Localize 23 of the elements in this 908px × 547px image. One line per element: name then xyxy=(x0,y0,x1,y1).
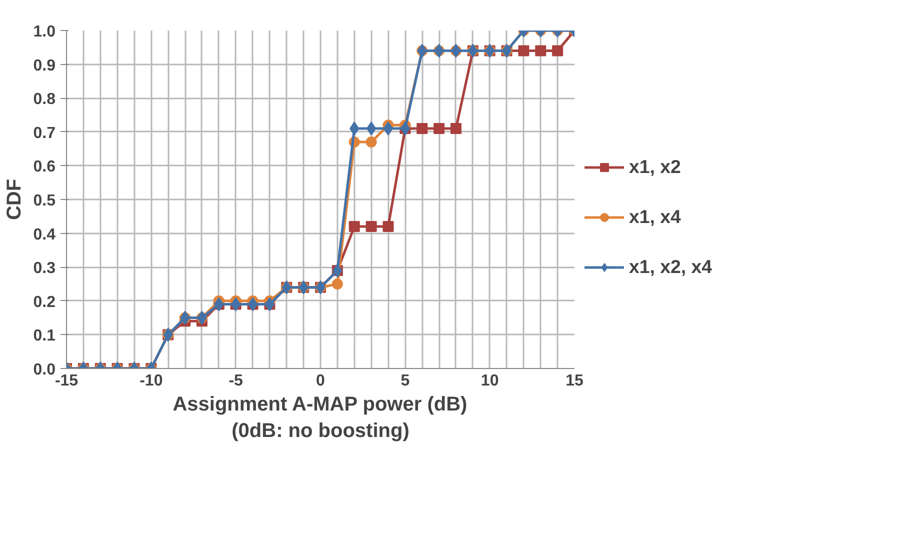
x-tick-label: -10 xyxy=(140,372,163,390)
x-tick-label: -15 xyxy=(54,372,78,390)
y-tick-label: 1.0 xyxy=(33,24,56,40)
y-tick-label: 0.2 xyxy=(33,294,56,311)
x-axis-title: Assignment A-MAP power (dB) (0dB: no boosting) xyxy=(172,394,468,442)
x-tick-label: 5 xyxy=(400,372,410,390)
y-tick-label: 0.6 xyxy=(33,158,56,176)
legend-label: x1, x2, x4 xyxy=(629,256,712,278)
y-tick-label: 0.4 xyxy=(33,226,56,244)
y-tick-label: 0.7 xyxy=(33,124,56,142)
y-tick-label: 0.9 xyxy=(33,57,56,74)
y-axis-title: CDF xyxy=(3,178,26,220)
x-tick-label: 0 xyxy=(316,372,326,390)
y-tick-label: 0.0 xyxy=(33,362,56,378)
x-tick-label: -5 xyxy=(228,372,244,390)
legend-label: x1, x4 xyxy=(629,206,681,228)
y-tick-label: 0.3 xyxy=(33,260,56,278)
x-tick-label: 10 xyxy=(480,372,499,390)
y-tick-label: 0.8 xyxy=(33,91,56,108)
legend-label: x1, x2 xyxy=(629,156,681,178)
y-tick-label: 0.1 xyxy=(33,328,56,345)
y-tick-label: 0.5 xyxy=(33,192,56,210)
x-tick-label: 15 xyxy=(566,372,584,390)
